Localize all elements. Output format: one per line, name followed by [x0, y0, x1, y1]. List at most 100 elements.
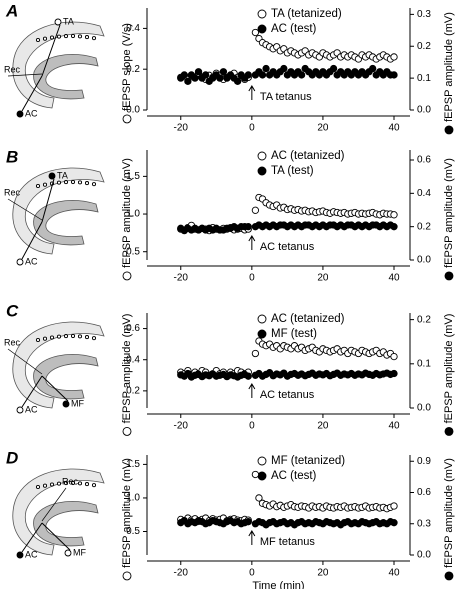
legend-marker	[257, 166, 267, 176]
data-point	[390, 519, 398, 527]
dentate-gyrus	[33, 200, 99, 246]
data-point	[244, 71, 252, 79]
cell	[84, 482, 90, 487]
cell	[77, 481, 83, 486]
annotation: TA tetanus	[260, 91, 312, 103]
y-tick-label: 0.0	[126, 105, 140, 116]
axis-label: fEPSP amplitude (mV)	[443, 458, 455, 568]
hippocampus-schematic	[12, 167, 105, 255]
y-tick-label: 1.5	[126, 459, 140, 470]
x-tick-label: 40	[388, 273, 400, 284]
x-tick-label: -20	[174, 568, 189, 579]
data-point	[251, 470, 260, 479]
x-tick-label: 0	[249, 123, 255, 134]
panel-label: D	[6, 448, 18, 467]
axis-label: fEPSP amplitude (mV)	[121, 314, 133, 424]
data-point	[251, 28, 260, 37]
data-point	[180, 71, 188, 79]
hippocampus-schematic	[12, 21, 105, 109]
schematic-label: MF	[73, 547, 86, 557]
cell	[56, 180, 62, 185]
data-point	[280, 64, 288, 73]
data-point	[233, 77, 242, 85]
data-point	[390, 369, 398, 378]
y-tick-label: 1.0	[126, 209, 140, 220]
ca-region	[12, 167, 105, 255]
cell	[91, 36, 97, 41]
y-tick-label: 0.5	[126, 246, 140, 257]
cell	[49, 335, 55, 340]
axis-label: fEPSP amplitude (mV)	[121, 458, 133, 568]
schematic-label: Rec	[4, 187, 21, 197]
tetanus-arrow	[248, 235, 256, 250]
data-point	[390, 223, 398, 231]
cell	[91, 483, 97, 488]
data-point	[255, 494, 263, 502]
data-point	[390, 352, 398, 361]
schematic-label: AC	[25, 404, 38, 414]
data-point	[258, 71, 267, 79]
legend-label: TA (test)	[271, 165, 314, 177]
electrode	[41, 178, 55, 223]
y2-tick-label: 0.0	[417, 255, 431, 266]
legend-marker	[257, 314, 267, 324]
y2-tick-label: 0.6	[417, 487, 431, 498]
axis-label-marker	[444, 125, 454, 135]
y2-tick-label: 0.0	[417, 550, 431, 561]
data-point	[251, 206, 260, 214]
schematic-label: Rec	[4, 64, 21, 74]
legend-marker	[257, 151, 267, 161]
axis-label-marker	[122, 114, 132, 124]
x-tick-label: 0	[249, 568, 255, 579]
legend-label: AC (tetanized)	[271, 150, 345, 162]
y2-tick-label: 0.1	[417, 73, 431, 84]
y2-tick-label: 0.3	[417, 9, 431, 20]
y2-tick-label: 0.3	[417, 518, 431, 529]
axis-label: fEPSP amplitude (mV)	[443, 158, 455, 268]
y-tick-label: 0.6	[126, 323, 140, 334]
data-point	[262, 64, 270, 73]
stim-marker	[16, 406, 24, 414]
electrode	[21, 522, 43, 553]
axis-label: fEPSP amplitude (mV)	[121, 158, 133, 268]
data-point	[194, 68, 203, 76]
x-tick-label: 40	[388, 421, 400, 432]
axis-label: fEPSP slope (V/s)	[121, 23, 133, 111]
data-point	[329, 64, 338, 73]
schematic-label: TA	[57, 170, 68, 180]
cell	[77, 34, 83, 39]
y2-tick-label: 0.1	[417, 358, 431, 369]
cell	[70, 480, 76, 486]
cell	[35, 484, 41, 490]
panel-label: A	[5, 1, 18, 20]
y-tick-label: 0.4	[126, 354, 140, 365]
stim-marker	[64, 549, 72, 557]
cell	[42, 182, 48, 187]
legend-marker	[257, 24, 267, 34]
x-tick-label: 0	[249, 421, 255, 432]
legend-label: AC (test)	[271, 23, 317, 35]
cell	[70, 33, 76, 39]
axis-label-marker	[444, 271, 454, 281]
tetanus-arrow	[248, 383, 256, 398]
data-point	[390, 53, 398, 61]
cell	[91, 336, 97, 341]
x-tick-label: 40	[388, 568, 400, 579]
legend-marker	[257, 9, 267, 19]
ca-region	[12, 468, 105, 556]
legend-marker	[257, 329, 267, 339]
data-point	[244, 372, 252, 380]
legend-label: MF (test)	[271, 328, 317, 340]
axis-label: fEPSP amplitude (mV)	[443, 12, 455, 122]
y-tick-label: 0.2	[126, 386, 140, 397]
axis-label-marker	[444, 571, 454, 581]
annotation: MF tetanus	[260, 536, 316, 548]
annotation: AC tetanus	[260, 389, 315, 401]
y2-tick-label: 0.0	[417, 105, 431, 116]
y2-tick-label: 0.2	[417, 314, 431, 325]
hippocampus-schematic	[12, 468, 105, 556]
y2-tick-label: 0.6	[417, 155, 431, 166]
data-point	[297, 71, 306, 79]
legend-label: AC (tetanized)	[271, 313, 345, 325]
x-tick-label: -20	[174, 421, 189, 432]
